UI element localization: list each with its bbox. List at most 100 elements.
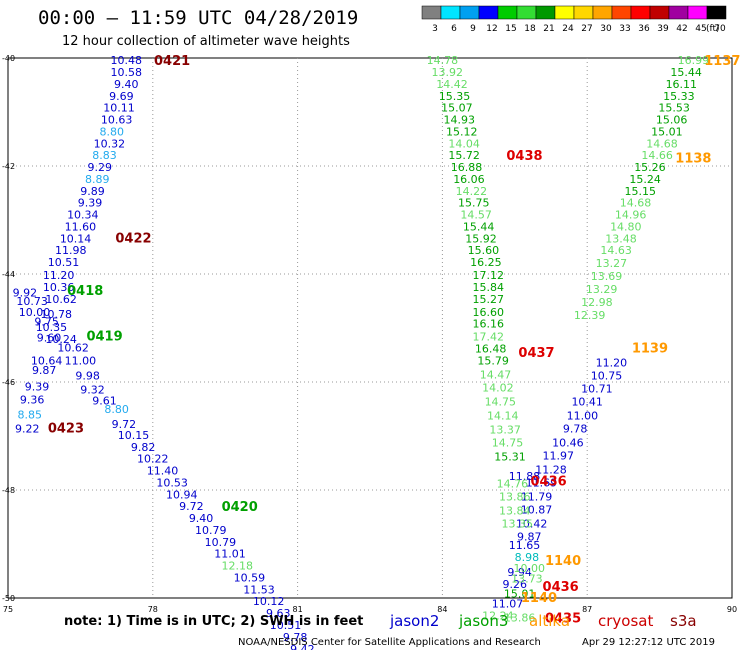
wave-height-label-jason2: 8.85 [17,408,42,421]
wave-height-label-jason3: 15.24 [629,173,661,186]
scale-swatch [497,5,518,20]
pass-number-label: 0421 [154,54,190,69]
wave-height-label-jason2: 10.59 [234,571,266,584]
wave-height-label-jason3: 13.86 [504,611,536,624]
wave-height-label-jason3: 13.29 [586,283,618,296]
wave-height-label-jason2: 9.72 [112,418,137,431]
wave-height-label-jason2: 9.78 [283,631,308,644]
wave-height-label-jason2: 8.83 [92,149,117,162]
wave-height-label-jason2: 10.00 [19,306,51,319]
wave-height-label-jason3: 15.44 [463,220,495,233]
wave-height-label-jason2: 9.29 [87,161,112,174]
scale-swatch [649,5,670,20]
y-tick-label: -44 [2,270,15,279]
wave-height-label-jason2: 10.34 [67,209,99,222]
wave-height-label-jason3: 16.11 [666,78,698,91]
wave-height-label-jason3: 16.99 [678,54,710,67]
wave-height-label-jason3: 14.63 [600,244,632,257]
wave-height-label-jason2: 10.53 [156,476,188,489]
axis-ticks: 75 78 81 84 87 90 -40 -42 -44 -46 -48 -50 [2,54,737,614]
pass-number-label: 0423 [48,421,84,436]
scale-swatch [554,5,575,20]
x-tick-label: 87 [582,605,592,614]
wave-height-label-jason3: 16.16 [473,318,505,331]
wave-height-label-jason2: 10.51 [48,256,80,269]
wave-height-label-jason2: 9.39 [25,380,50,393]
y-tick-label: -48 [2,486,15,495]
scale-swatch [668,5,689,20]
wave-height-label-jason3: 12.39 [574,309,606,322]
wave-height-label-jason2: 11.65 [509,539,541,552]
wave-height-label-jason2: 11.40 [147,465,179,478]
wave-height-label-jason3: 14.14 [487,409,519,422]
pass-number-label: 1140 [545,554,581,569]
wave-height-label-jason2: 9.87 [32,364,57,377]
wave-height-label-jason2: 9.75 [34,316,59,329]
wave-height-label-jason3: 15.27 [473,293,505,306]
wave-height-label-jason2: 9.36 [20,393,45,406]
wave-height-label-jason3: 14.57 [460,209,492,222]
y-tick-label: -40 [2,54,15,63]
scale-tick-label: 33 [619,24,630,34]
color-scale: 3 6 9 12 15 18 21 24 27 30 33 36 39 42 45 70(ft) [421,5,727,34]
wave-height-label-jason2: 9.60 [37,332,62,345]
wave-height-label-jason3: 15.72 [448,149,480,162]
wave-height-label-jason2: 11.07 [492,597,524,610]
pass-number-label: 0438 [506,149,542,164]
wave-height-label-jason3: 10.00 [514,562,546,575]
wave-height-label-jason2: 9.42 [290,643,315,650]
wave-height-label-jason3: 15.84 [473,281,505,294]
wave-height-label-jason3: 15.44 [670,66,702,79]
wave-height-label-jason3: 17.42 [473,331,505,344]
wave-height-label-jason2: 8.80 [100,125,125,138]
wave-height-label-jason2: 10.42 [516,517,548,530]
wave-height-label-jason2: 11.01 [214,548,246,561]
footer-timestamp: Apr 29 12:27:12 UTC 2019 [582,637,715,648]
x-tick-label: 81 [293,605,303,614]
y-tick-label: -42 [2,162,15,171]
pass-number-label: 1139 [632,341,668,356]
wave-height-label-jason3: 14.68 [646,137,678,150]
wave-height-label-jason2: 11.00 [567,409,599,422]
wave-height-label-jason3: 13.73 [511,573,543,586]
wave-height-label-jason2: 11.20 [43,269,75,282]
pass-number-label: 0418 [67,284,103,299]
wave-height-label-jason3: 15.75 [458,197,490,210]
wave-height-label-jason3: 16.88 [451,161,483,174]
wave-height-label-jason2: 10.24 [45,333,77,346]
wave-height-label-jason3: 14.78 [427,54,459,67]
wave-height-label-jason3: 15.60 [468,244,500,257]
wave-height-label-jason3: 15.35 [439,90,471,103]
wave-height-label-jason2: 11.69 [526,476,558,489]
wave-height-label-jason2: 11.98 [55,244,87,257]
wave-height-label-jason2: 11.79 [521,490,553,503]
scale-swatch [516,5,537,20]
wave-height-label-jason2: 11.60 [65,220,97,233]
wave-height-label-jason3: 13.48 [605,232,637,245]
wave-height-label-jason2: 9.82 [131,441,156,454]
pass-number-label: 1138 [675,151,711,166]
wave-height-label-jason2: 11.53 [243,583,275,596]
wave-height-label-jason2: 10.35 [36,321,68,334]
pass-number-label: 0437 [518,346,554,361]
scale-swatch [478,5,499,20]
wave-height-label-jason3: 14.93 [444,114,476,127]
scale-tick-label: 9 [470,24,476,34]
wave-height-label-jason3: 16.60 [473,306,505,319]
scale-swatch [687,5,708,20]
wave-height-label-jason2: 9.69 [109,90,134,103]
wave-height-label-jason3: 14.96 [615,209,647,222]
wave-height-label-jason3: 12.98 [581,296,613,309]
scale-swatch [611,5,632,20]
wave-height-label-jason3: 12.24 [482,609,514,622]
wave-height-label-jason2: 9.87 [517,530,542,543]
pass-number-label: 0436 [543,580,579,595]
y-tick-label: -46 [2,378,15,387]
scale-tick-label: 27 [581,24,592,34]
wave-height-label-jason3: 13.35 [501,517,533,530]
chart-title: 00:00 – 11:59 UTC 04/28/2019 [38,7,358,29]
legend-s3a: s3a [670,612,697,630]
scale-swatch [573,5,594,20]
wave-height-label-jason3: 15.01 [504,588,536,601]
wave-height-label-jason3: 13.92 [431,66,463,79]
